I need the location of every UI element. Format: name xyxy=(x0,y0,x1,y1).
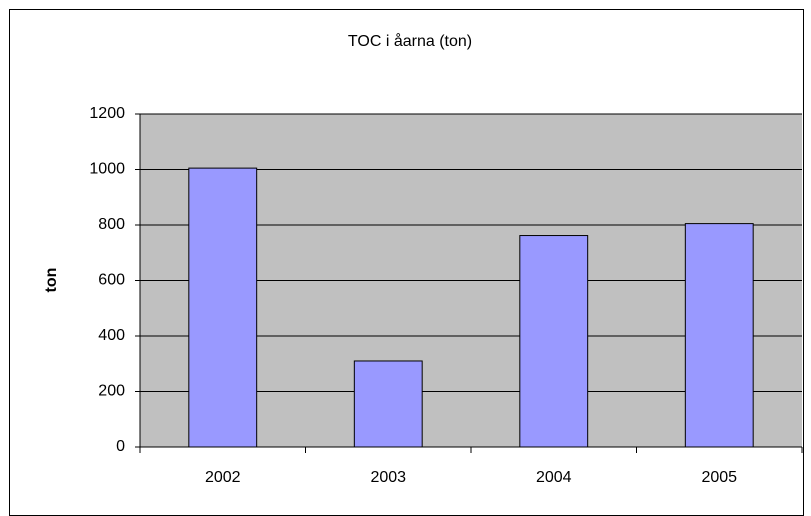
y-tick-label: 200 xyxy=(98,383,125,400)
x-tick-label: 2003 xyxy=(370,469,406,486)
bar xyxy=(519,235,589,448)
y-tick-label: 1200 xyxy=(89,105,125,122)
x-tick-label: 2002 xyxy=(205,469,241,486)
y-tick-label: 600 xyxy=(98,272,125,289)
y-tick-label: 800 xyxy=(98,216,125,233)
bar xyxy=(188,167,258,448)
y-axis-label: ton xyxy=(43,268,60,293)
x-tick-label: 2005 xyxy=(701,469,737,486)
y-tick-label: 400 xyxy=(98,327,125,344)
bar xyxy=(353,360,423,448)
y-tick-label: 1000 xyxy=(89,161,125,178)
y-tick-label: 0 xyxy=(116,438,125,455)
bar xyxy=(684,223,754,448)
x-tick-label: 2004 xyxy=(536,469,572,486)
chart-title: TOC i åarna (ton) xyxy=(348,32,472,50)
